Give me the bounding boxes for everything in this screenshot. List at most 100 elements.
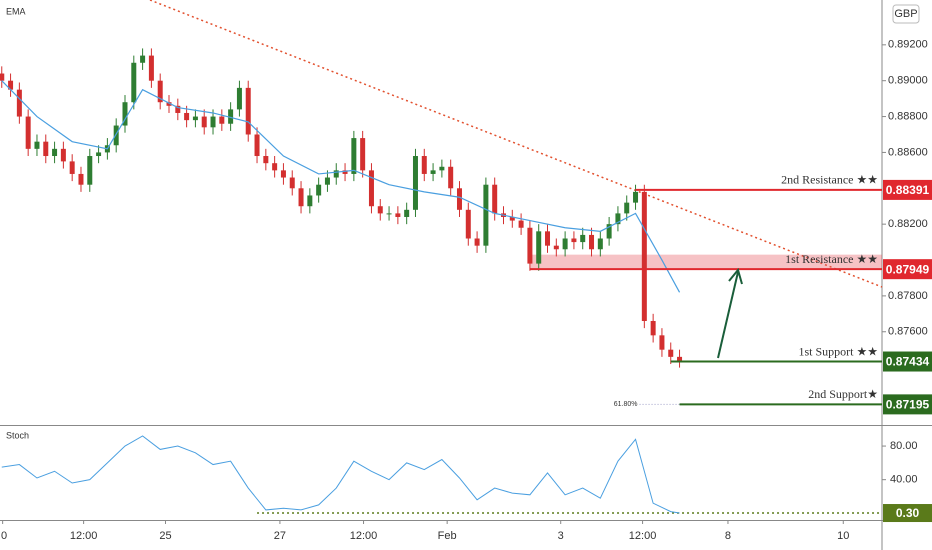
candle-body	[412, 156, 418, 210]
candle-body	[245, 87, 251, 135]
y-tick-label: 0.89200	[888, 39, 928, 51]
trend-line	[149, 0, 883, 288]
level-name: 1st Resistance ★★	[785, 252, 878, 266]
candle-body	[219, 116, 225, 124]
candle-body	[545, 231, 551, 246]
candle-body	[272, 163, 278, 171]
candle-body	[280, 170, 286, 178]
candle-body	[342, 170, 348, 174]
candle-body	[650, 320, 656, 336]
currency-badge	[892, 4, 920, 24]
candle-body	[210, 116, 216, 128]
candle-body	[131, 62, 137, 103]
candle-body	[368, 170, 374, 207]
level-tag-label: 0.87195	[886, 398, 930, 412]
candle-body	[60, 148, 66, 162]
candle-body	[395, 213, 401, 217]
level-tag	[883, 351, 932, 372]
candle-body	[492, 184, 498, 214]
candle-body	[316, 184, 322, 196]
candle-body	[624, 202, 630, 214]
candle-body	[536, 231, 542, 264]
candle-body	[589, 234, 595, 250]
candle-body	[157, 80, 163, 103]
arrow-line	[717, 271, 739, 359]
candle-body	[562, 238, 568, 250]
candle-body	[236, 87, 242, 110]
y-tick-label: 0.88800	[888, 110, 928, 122]
indicator-label: EMA	[6, 6, 26, 16]
x-tick-label: 10	[837, 530, 849, 542]
candle-body	[360, 138, 366, 171]
candle-body	[606, 224, 612, 239]
candle-body	[571, 238, 577, 243]
candle-body	[78, 173, 84, 185]
candle-body	[465, 209, 471, 239]
x-tick-label: 12:00	[629, 530, 657, 542]
x-tick-label: Feb	[438, 530, 457, 542]
candle-body	[175, 105, 181, 113]
level-tag-label: 0.87949	[886, 262, 930, 276]
candle-body	[509, 216, 515, 221]
marks	[0, 48, 882, 406]
candle-body	[456, 188, 462, 210]
candle-body	[87, 156, 93, 185]
candle-body	[404, 209, 410, 217]
candle-body	[615, 213, 621, 225]
x-tick-label: 12:00	[70, 530, 98, 542]
candle-body	[34, 141, 40, 149]
stoch-tick-label: 80.00	[890, 440, 918, 452]
arrow-head	[728, 267, 743, 285]
candle-body	[43, 141, 49, 157]
level-tag-label: 0.88391	[886, 183, 930, 197]
candle-body	[16, 89, 22, 117]
candle-body	[377, 206, 383, 214]
candle-body	[439, 166, 445, 171]
candle-body	[298, 188, 304, 207]
ema-line	[1, 80, 681, 293]
candle-body	[263, 156, 269, 164]
candle-body	[254, 134, 260, 157]
y-tick-label: 0.88200	[888, 218, 928, 230]
y-tick-label: 0.89000	[888, 75, 928, 87]
level-tag	[883, 179, 932, 200]
candle-body	[52, 148, 58, 157]
y-tick-label: 0.87600	[888, 326, 928, 338]
candle-body	[448, 166, 454, 189]
candle-body	[228, 109, 234, 124]
x-tick-label: 12:00	[350, 530, 378, 542]
candle-body	[201, 116, 207, 128]
candle-body	[184, 112, 190, 121]
level-tag-label: 0.87434	[886, 355, 930, 369]
x-tick-label: 25	[159, 530, 171, 542]
stoch-line	[1, 435, 680, 514]
candle-body	[677, 356, 683, 363]
currency: GBP	[894, 8, 917, 20]
candle-body	[430, 170, 436, 174]
level-tag	[883, 259, 932, 280]
candle-body	[69, 161, 75, 174]
y-tick-label: 0.88600	[888, 146, 928, 158]
resistance-zone	[529, 254, 882, 270]
candle-body	[8, 80, 14, 90]
candle-body	[307, 195, 313, 207]
x-tick-label: 8	[725, 530, 731, 542]
x-tick-label: 0	[1, 530, 7, 542]
fib-label: 61.80%	[614, 401, 638, 408]
candle-body	[122, 102, 128, 126]
level-name: 1st Support ★★	[798, 344, 878, 358]
candle-body	[25, 116, 31, 149]
candle-body	[0, 73, 5, 81]
candle-body	[166, 102, 172, 106]
candle-body	[483, 184, 489, 246]
level-name: 2nd Resistance ★★	[781, 173, 878, 187]
candle-body	[148, 55, 154, 81]
candle-body	[386, 213, 392, 215]
candle-body	[421, 156, 427, 174]
candle-body	[96, 152, 102, 157]
candle-body	[668, 349, 674, 357]
stoch-level-label: 0.30	[896, 506, 920, 520]
stoch-level-tag	[883, 504, 932, 523]
